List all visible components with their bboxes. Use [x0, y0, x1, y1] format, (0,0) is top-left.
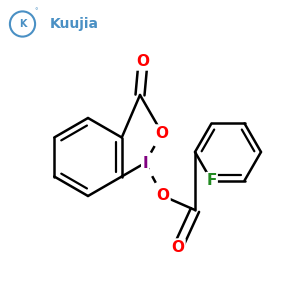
Text: °: ° [34, 8, 38, 14]
Text: O: O [172, 239, 184, 254]
Text: I: I [142, 155, 148, 170]
Text: O: O [157, 188, 169, 203]
Text: K: K [19, 19, 26, 29]
Text: O: O [136, 55, 149, 70]
Text: F: F [206, 173, 217, 188]
Text: O: O [155, 125, 169, 140]
Text: Kuujia: Kuujia [50, 17, 98, 31]
